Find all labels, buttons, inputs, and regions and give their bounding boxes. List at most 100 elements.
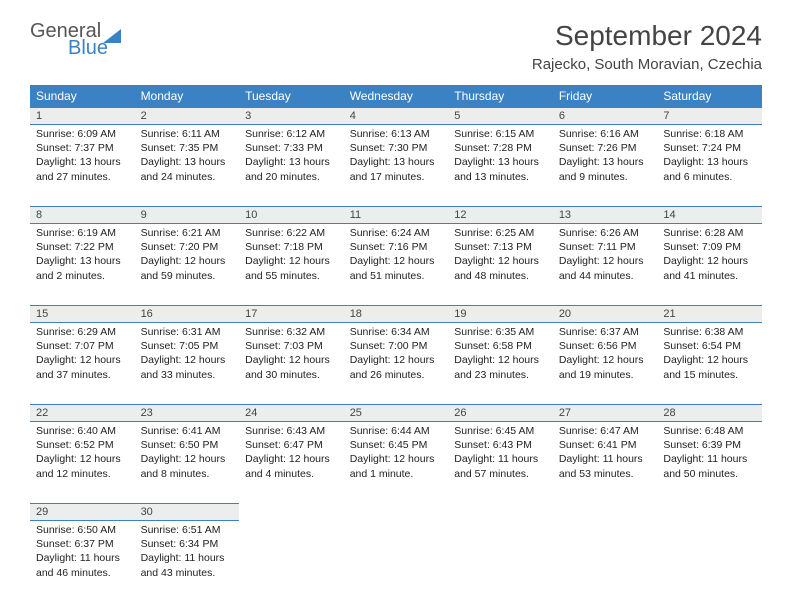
day-details: Sunrise: 6:41 AMSunset: 6:50 PMDaylight:… (135, 422, 240, 487)
day-number-cell: 9 (135, 207, 240, 224)
day-details: Sunrise: 6:45 AMSunset: 6:43 PMDaylight:… (448, 422, 553, 487)
day-details: Sunrise: 6:24 AMSunset: 7:16 PMDaylight:… (344, 224, 449, 289)
weekday-header: Friday (553, 85, 658, 108)
day-content-cell: Sunrise: 6:45 AMSunset: 6:43 PMDaylight:… (448, 422, 553, 504)
weekday-header: Sunday (30, 85, 135, 108)
location-text: Rajecko, South Moravian, Czechia (532, 56, 762, 73)
day-details: Sunrise: 6:26 AMSunset: 7:11 PMDaylight:… (553, 224, 658, 289)
day-number-cell: 3 (239, 108, 344, 125)
day-details: Sunrise: 6:19 AMSunset: 7:22 PMDaylight:… (30, 224, 135, 289)
day-content-cell: Sunrise: 6:16 AMSunset: 7:26 PMDaylight:… (553, 125, 658, 207)
day-details: Sunrise: 6:31 AMSunset: 7:05 PMDaylight:… (135, 323, 240, 388)
day-details: Sunrise: 6:22 AMSunset: 7:18 PMDaylight:… (239, 224, 344, 289)
day-number: 19 (448, 306, 553, 322)
daynum-row: 2930 (30, 504, 762, 521)
day-number: 4 (344, 108, 449, 124)
day-number: 6 (553, 108, 658, 124)
day-content-cell (239, 521, 344, 603)
day-content-cell (657, 521, 762, 603)
day-number-cell: 11 (344, 207, 449, 224)
day-number-cell: 23 (135, 405, 240, 422)
day-content-cell: Sunrise: 6:37 AMSunset: 6:56 PMDaylight:… (553, 323, 658, 405)
day-content-cell: Sunrise: 6:34 AMSunset: 7:00 PMDaylight:… (344, 323, 449, 405)
day-number: 1 (30, 108, 135, 124)
day-content-cell: Sunrise: 6:31 AMSunset: 7:05 PMDaylight:… (135, 323, 240, 405)
day-details: Sunrise: 6:16 AMSunset: 7:26 PMDaylight:… (553, 125, 658, 190)
day-number: 27 (553, 405, 658, 421)
content-row: Sunrise: 6:40 AMSunset: 6:52 PMDaylight:… (30, 422, 762, 504)
day-number-cell: 22 (30, 405, 135, 422)
day-number: 25 (344, 405, 449, 421)
day-number-cell: 1 (30, 108, 135, 125)
day-content-cell: Sunrise: 6:26 AMSunset: 7:11 PMDaylight:… (553, 224, 658, 306)
day-details: Sunrise: 6:29 AMSunset: 7:07 PMDaylight:… (30, 323, 135, 388)
day-number-cell (553, 504, 658, 521)
day-content-cell: Sunrise: 6:29 AMSunset: 7:07 PMDaylight:… (30, 323, 135, 405)
logo: General Blue (30, 20, 121, 60)
day-number: 7 (657, 108, 762, 124)
day-content-cell: Sunrise: 6:25 AMSunset: 7:13 PMDaylight:… (448, 224, 553, 306)
calendar-body: 1234567Sunrise: 6:09 AMSunset: 7:37 PMDa… (30, 108, 762, 603)
content-row: Sunrise: 6:50 AMSunset: 6:37 PMDaylight:… (30, 521, 762, 603)
day-content-cell: Sunrise: 6:32 AMSunset: 7:03 PMDaylight:… (239, 323, 344, 405)
day-details: Sunrise: 6:28 AMSunset: 7:09 PMDaylight:… (657, 224, 762, 289)
day-details: Sunrise: 6:11 AMSunset: 7:35 PMDaylight:… (135, 125, 240, 190)
day-content-cell: Sunrise: 6:44 AMSunset: 6:45 PMDaylight:… (344, 422, 449, 504)
day-content-cell: Sunrise: 6:24 AMSunset: 7:16 PMDaylight:… (344, 224, 449, 306)
day-content-cell (344, 521, 449, 603)
day-content-cell: Sunrise: 6:35 AMSunset: 6:58 PMDaylight:… (448, 323, 553, 405)
day-content-cell: Sunrise: 6:41 AMSunset: 6:50 PMDaylight:… (135, 422, 240, 504)
day-content-cell: Sunrise: 6:51 AMSunset: 6:34 PMDaylight:… (135, 521, 240, 603)
day-details: Sunrise: 6:18 AMSunset: 7:24 PMDaylight:… (657, 125, 762, 190)
weekday-header: Tuesday (239, 85, 344, 108)
weekday-header: Saturday (657, 85, 762, 108)
day-number-cell: 12 (448, 207, 553, 224)
day-content-cell: Sunrise: 6:21 AMSunset: 7:20 PMDaylight:… (135, 224, 240, 306)
day-number-cell: 10 (239, 207, 344, 224)
day-content-cell: Sunrise: 6:11 AMSunset: 7:35 PMDaylight:… (135, 125, 240, 207)
day-details: Sunrise: 6:35 AMSunset: 6:58 PMDaylight:… (448, 323, 553, 388)
day-content-cell: Sunrise: 6:38 AMSunset: 6:54 PMDaylight:… (657, 323, 762, 405)
day-number-cell: 17 (239, 306, 344, 323)
day-details: Sunrise: 6:37 AMSunset: 6:56 PMDaylight:… (553, 323, 658, 388)
day-details: Sunrise: 6:09 AMSunset: 7:37 PMDaylight:… (30, 125, 135, 190)
day-number-cell: 15 (30, 306, 135, 323)
day-number-cell: 30 (135, 504, 240, 521)
day-number-cell: 7 (657, 108, 762, 125)
day-content-cell: Sunrise: 6:09 AMSunset: 7:37 PMDaylight:… (30, 125, 135, 207)
day-content-cell: Sunrise: 6:12 AMSunset: 7:33 PMDaylight:… (239, 125, 344, 207)
day-number-cell (344, 504, 449, 521)
day-number: 13 (553, 207, 658, 223)
day-number-cell: 25 (344, 405, 449, 422)
day-number-cell: 8 (30, 207, 135, 224)
day-number-cell (657, 504, 762, 521)
day-number: 26 (448, 405, 553, 421)
day-details: Sunrise: 6:13 AMSunset: 7:30 PMDaylight:… (344, 125, 449, 190)
daynum-row: 22232425262728 (30, 405, 762, 422)
day-details: Sunrise: 6:15 AMSunset: 7:28 PMDaylight:… (448, 125, 553, 190)
day-content-cell: Sunrise: 6:40 AMSunset: 6:52 PMDaylight:… (30, 422, 135, 504)
day-number-cell: 19 (448, 306, 553, 323)
day-content-cell: Sunrise: 6:47 AMSunset: 6:41 PMDaylight:… (553, 422, 658, 504)
day-details: Sunrise: 6:40 AMSunset: 6:52 PMDaylight:… (30, 422, 135, 487)
day-number-cell: 24 (239, 405, 344, 422)
day-number: 17 (239, 306, 344, 322)
weekday-header: Monday (135, 85, 240, 108)
day-content-cell: Sunrise: 6:50 AMSunset: 6:37 PMDaylight:… (30, 521, 135, 603)
day-number-cell: 21 (657, 306, 762, 323)
daynum-row: 15161718192021 (30, 306, 762, 323)
day-number: 21 (657, 306, 762, 322)
day-number: 9 (135, 207, 240, 223)
day-content-cell: Sunrise: 6:48 AMSunset: 6:39 PMDaylight:… (657, 422, 762, 504)
day-details: Sunrise: 6:47 AMSunset: 6:41 PMDaylight:… (553, 422, 658, 487)
day-number-cell: 5 (448, 108, 553, 125)
weekday-header: Wednesday (344, 85, 449, 108)
daynum-row: 1234567 (30, 108, 762, 125)
day-content-cell: Sunrise: 6:18 AMSunset: 7:24 PMDaylight:… (657, 125, 762, 207)
header: General Blue September 2024 Rajecko, Sou… (30, 20, 762, 73)
day-number: 20 (553, 306, 658, 322)
page-title: September 2024 (532, 20, 762, 52)
day-number-cell: 14 (657, 207, 762, 224)
calendar-table: Sunday Monday Tuesday Wednesday Thursday… (30, 85, 762, 603)
day-number: 14 (657, 207, 762, 223)
